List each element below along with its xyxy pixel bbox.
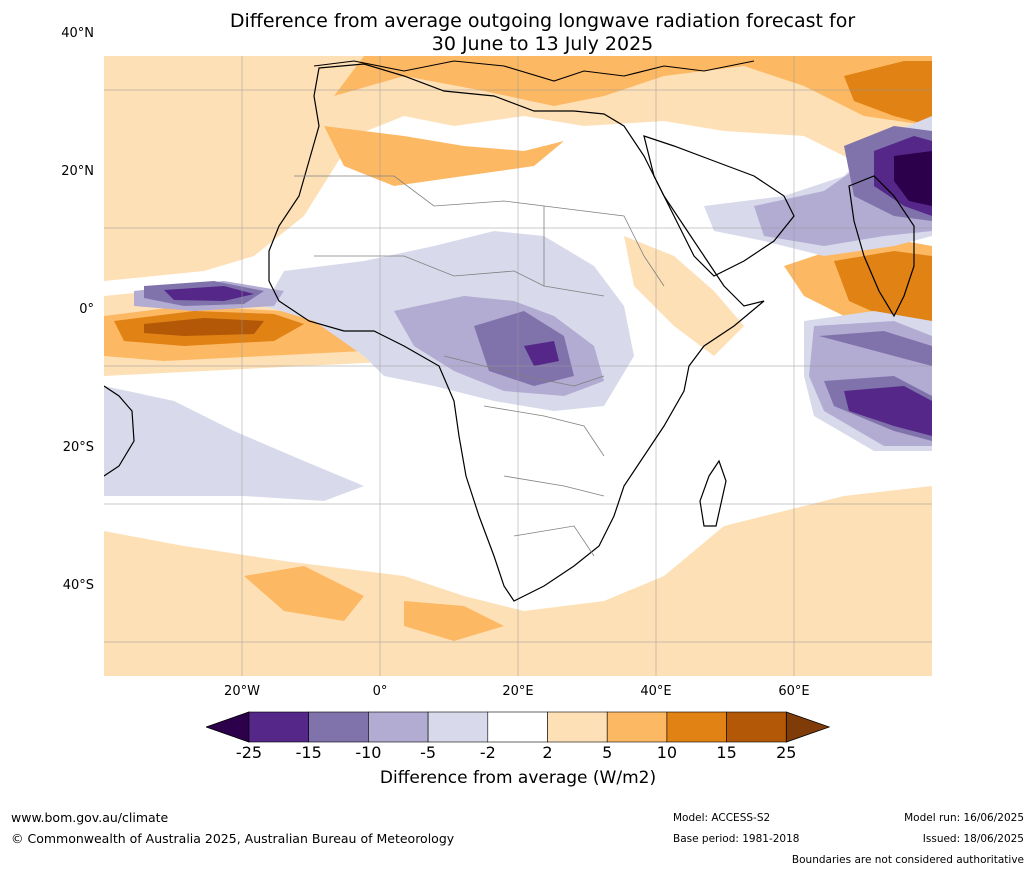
colorbar-box [487,711,548,743]
colorbar-label: Difference from average (W/m2) [379,768,657,788]
colorbar-tick-label: -25 [235,743,263,762]
india-coastline [848,175,915,318]
anomaly-area-darkest-purple-asia [894,151,932,206]
lon-label-0: 0° [372,684,388,699]
colorbar-extension-low [206,711,250,743]
colorbar-box [368,711,429,743]
colorbar-tick-label: 10 [656,743,678,762]
colorbar-box [427,711,489,743]
lat-label-40n: 40°N [61,26,94,41]
colorbar-tick-label: 15 [716,743,737,762]
country-borders [294,175,665,557]
footer-disclaimer: Boundaries are not considered authoritat… [791,854,1024,866]
footer-website: www.bom.gov.au/climate [11,810,169,825]
anomaly-area-south-light-orange [104,486,932,676]
anomaly-area-brown-atlantic [144,318,264,336]
anomaly-area-dark-orange-asia [844,61,932,126]
lat-label-20s: 20°S [62,440,94,455]
anomaly-area-med-orange-south [244,566,364,621]
lon-label-40e: 40°E [640,684,672,699]
anomaly-area-med-orange-sahara [324,126,564,186]
colorbar-box [726,711,787,743]
colorbar-tick-label: -2 [479,743,496,762]
title-line-2: 30 June to 13 July 2025 [431,33,654,55]
anomaly-area-light-purple-south-atlantic [104,386,364,501]
anomaly-area-north-light-orange [104,56,932,281]
europe-coastline [313,60,755,82]
olr-anomaly-map [104,56,932,676]
colorbar-box [248,711,310,743]
anomaly-area-purple-congo [474,311,574,386]
south-america-coastline [104,385,135,477]
anomaly-area-purple-io [819,331,932,366]
colorbar-tick-label: -15 [295,743,322,762]
madagascar-coastline [699,459,727,527]
colorbar-tick-label: -10 [355,743,382,762]
arabia-coastline [643,135,795,277]
lat-label-20n: 20°N [61,164,94,179]
lon-label-20w: 20°W [224,684,260,699]
colorbar-extension-high [785,711,830,743]
lon-label-60e: 60°E [778,684,810,699]
colorbar-box [308,711,369,743]
anomaly-area-dark-orange-india [834,251,932,331]
graticule [104,56,932,676]
anomaly-area-med-orange-south-2 [404,601,504,641]
colorbar-tick-label: -5 [420,743,437,762]
footer-copyright: © Commonwealth of Australia 2025, Austra… [11,831,455,846]
colorbar-tick-label: 5 [602,743,613,762]
colorbar [206,711,830,743]
colorbar-tick-label: 25 [776,743,797,762]
anomaly-area-deep-purple-io-south [844,386,932,436]
title-line-1: Difference from average outgoing longwav… [229,10,856,32]
lat-label-40s: 40°S [62,578,94,593]
colorbar-box [606,711,668,743]
colorbar-box [547,711,608,743]
africa-coastline [268,63,765,602]
anomaly-area-deep-purple-congo [524,341,559,366]
map-title: Difference from average outgoing longwav… [0,10,1035,56]
colorbar-tick-label: 2 [542,743,553,762]
lon-label-20e: 20°E [502,684,534,699]
footer-model-run: Model run: 16/06/2025 [904,812,1024,824]
lat-label-0: 0° [79,302,94,317]
anomaly-area-east-africa-light-orange [624,236,744,356]
footer-base-period: Base period: 1981-2018 [673,833,800,845]
footer-issued: Issued: 18/06/2025 [922,833,1024,845]
anomaly-area-med-orange-north [334,56,932,126]
colorbar-box [666,711,727,743]
footer-model: Model: ACCESS-S2 [673,812,771,824]
anomaly-area-deep-purple-west [164,286,254,301]
